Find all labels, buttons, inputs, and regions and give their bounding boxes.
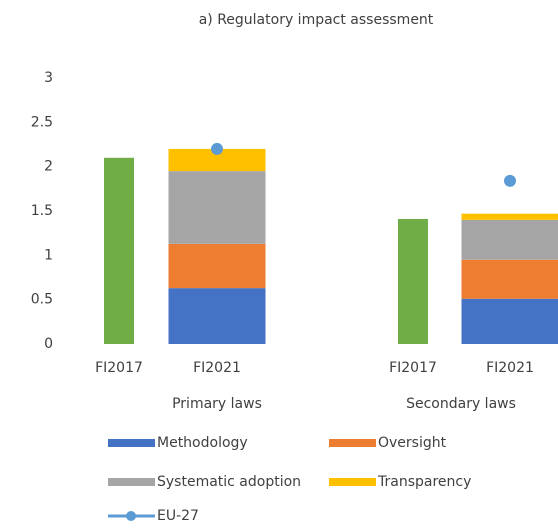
legend-swatch <box>329 478 376 486</box>
legend-marker <box>126 511 136 521</box>
group-label: Primary laws <box>172 396 262 412</box>
x-tick-label: FI2017 <box>389 360 437 376</box>
bar <box>104 157 134 344</box>
y-tick-label: 2 <box>44 159 53 175</box>
bar-segment <box>168 148 266 172</box>
bar-segment <box>461 259 558 299</box>
legend-label: Oversight <box>378 435 447 451</box>
legend-swatch <box>108 439 155 447</box>
legend-label: Transparency <box>377 474 471 490</box>
bar-segment <box>461 219 558 260</box>
legend-swatch <box>108 478 155 486</box>
group-label: Secondary laws <box>406 396 516 412</box>
y-tick-label: 0 <box>44 336 53 352</box>
marker <box>504 174 516 187</box>
legend-label: Systematic adoption <box>157 474 301 490</box>
marker <box>211 142 223 155</box>
legend-swatch <box>329 439 376 447</box>
legend-label: EU-27 <box>157 508 199 524</box>
legend-label: Methodology <box>157 435 248 451</box>
chart-title: a) Regulatory impact assessment <box>199 12 434 28</box>
x-tick-label: FI2021 <box>486 360 534 376</box>
bar-segment <box>461 213 558 220</box>
bar-segment <box>461 298 558 344</box>
bar-segment <box>168 171 266 244</box>
y-tick-label: 2.5 <box>31 114 53 130</box>
y-tick-label: 0.5 <box>31 292 53 308</box>
bar-segment <box>168 288 266 344</box>
x-tick-label: FI2017 <box>95 360 143 376</box>
y-tick-label: 1.5 <box>31 203 53 219</box>
bar <box>398 218 428 344</box>
x-tick-label: FI2021 <box>193 360 241 376</box>
bar-segment <box>168 243 266 289</box>
y-tick-label: 3 <box>44 70 53 86</box>
y-tick-label: 1 <box>44 247 53 263</box>
